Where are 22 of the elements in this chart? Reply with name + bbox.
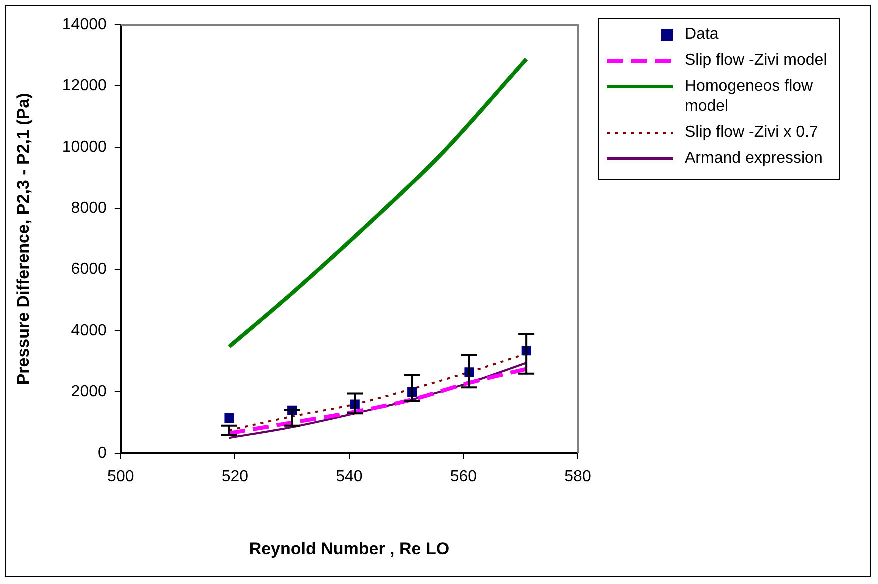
y-tick-label: 0	[98, 444, 107, 462]
point	[224, 413, 234, 423]
x-tick-label: 540	[336, 468, 363, 486]
y-tick-label: 14000	[62, 16, 107, 34]
x-tick-label: 500	[108, 468, 134, 486]
y-tick-label: 8000	[71, 200, 107, 218]
legend-label: Data	[685, 25, 720, 45]
line-series	[227, 57, 529, 349]
legend-label: Slip flow -Zivi model	[685, 51, 828, 71]
x-tick-label: 520	[222, 468, 249, 486]
legend-label: Slip flow -Zivi x 0.7	[685, 123, 820, 143]
y-tick-label: 4000	[71, 322, 107, 340]
legend-label: Homogeneos flow model	[685, 77, 814, 117]
y-tick-label: 2000	[71, 384, 107, 401]
legend-label: Armand expression	[685, 149, 824, 169]
y-tick-label: 12000	[62, 78, 107, 95]
y-axis-title: Pressure Difference, P2,3 - P2,1 (Pa)	[14, 93, 33, 386]
y-tick-label: 10000	[62, 138, 107, 156]
x-tick-label: 560	[450, 468, 478, 486]
x-tick-label: 580	[564, 468, 592, 486]
x-axis-title: Reynold Number , Re LO	[249, 539, 450, 558]
y-tick-label: 6000	[71, 261, 107, 278]
